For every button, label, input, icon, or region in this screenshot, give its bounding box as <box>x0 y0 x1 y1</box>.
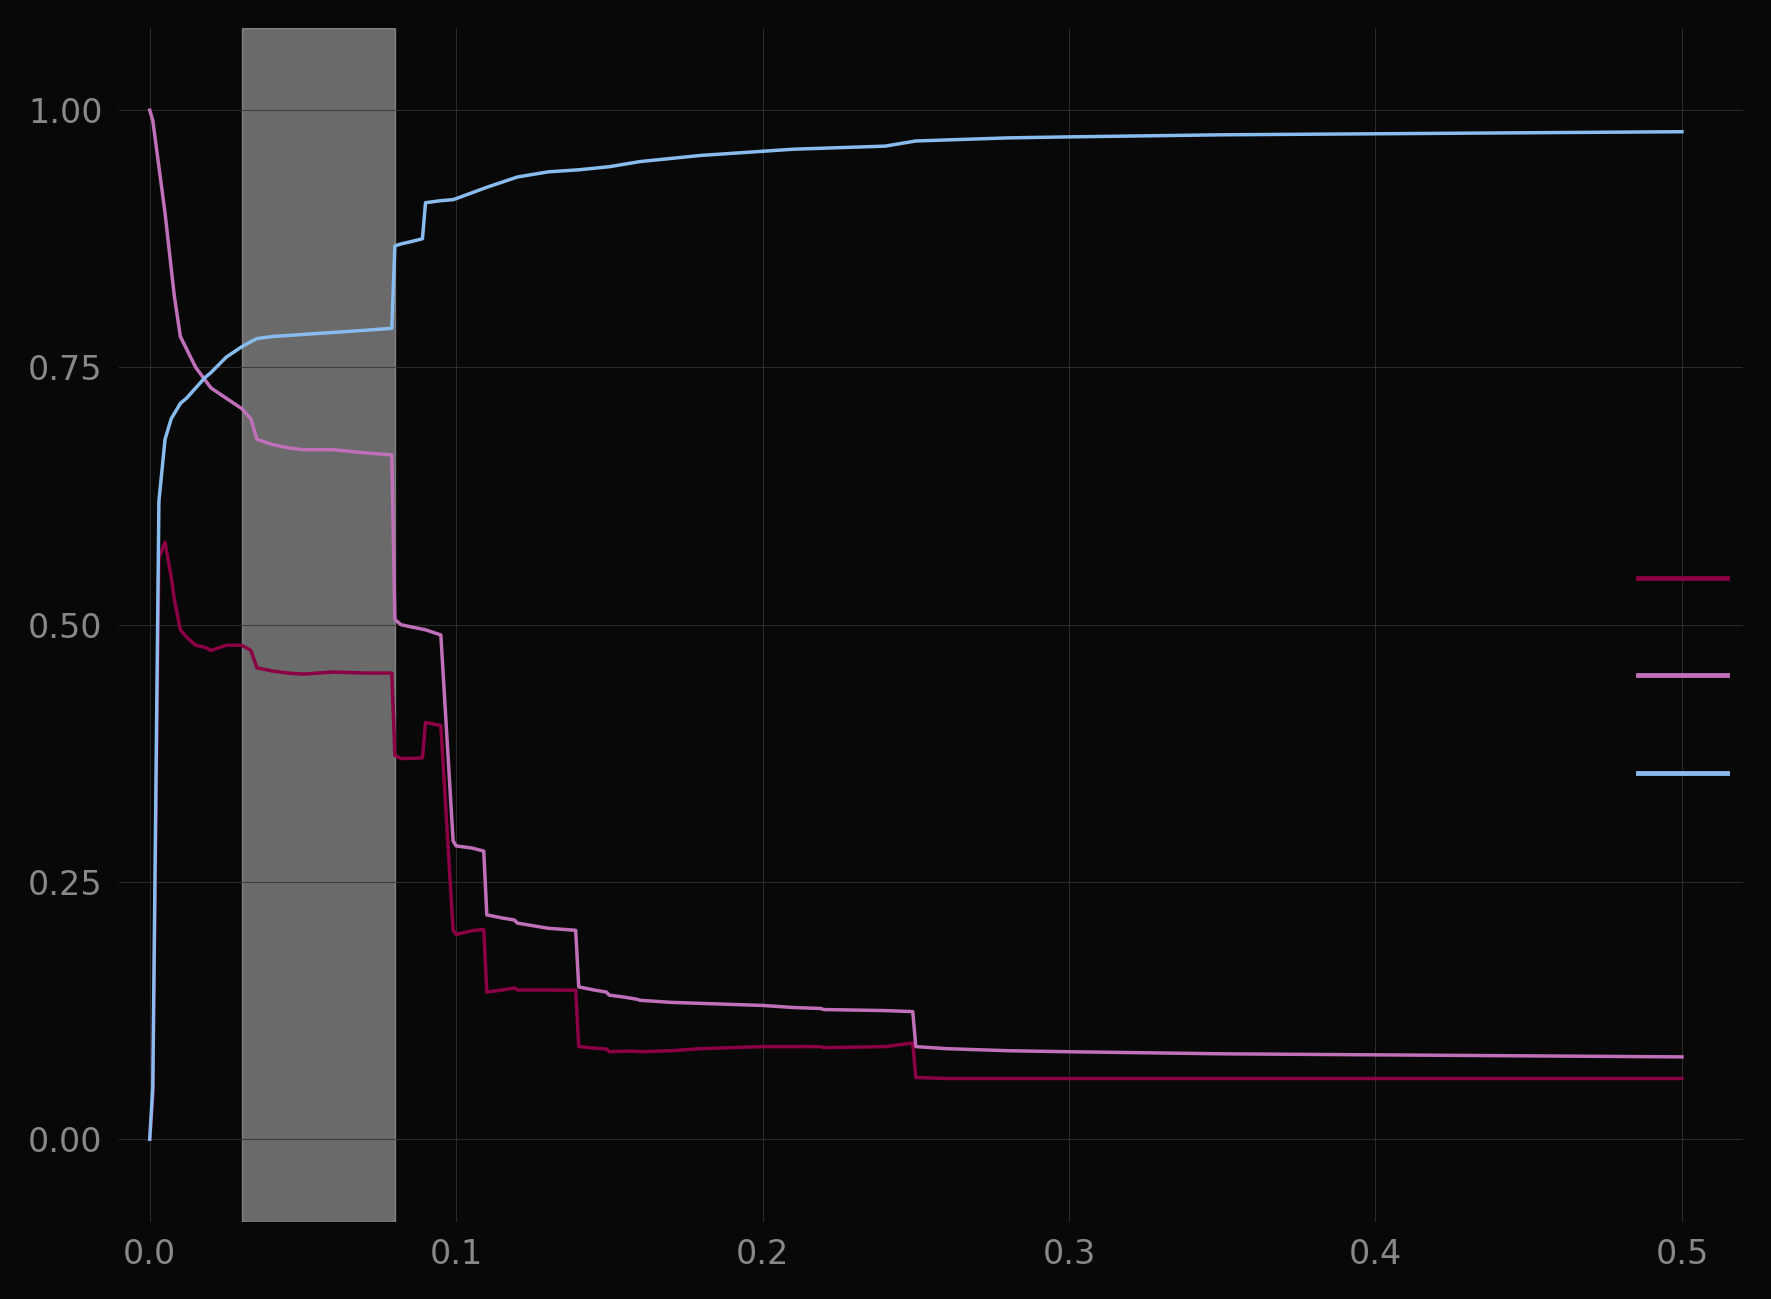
Bar <box>241 27 395 1221</box>
